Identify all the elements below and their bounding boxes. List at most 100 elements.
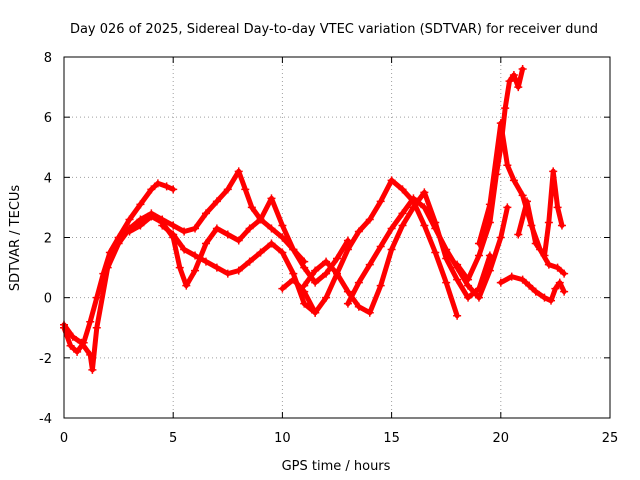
data-point (365, 215, 374, 224)
data-point (223, 269, 232, 278)
data-point (531, 239, 540, 248)
data-point (92, 293, 101, 302)
data-point (191, 224, 200, 233)
data-point (518, 65, 527, 74)
data-point (503, 203, 512, 212)
data-point (88, 365, 97, 374)
data-point (278, 221, 287, 230)
data-point (212, 263, 221, 272)
data-point (474, 293, 483, 302)
y-tick-label: 2 (44, 232, 52, 247)
data-point (354, 302, 363, 311)
data-point (365, 308, 374, 317)
data-point (162, 182, 171, 191)
data-point (547, 296, 556, 305)
data-point (278, 284, 287, 293)
data-point (289, 245, 298, 254)
data-point (509, 71, 518, 80)
data-point (267, 239, 276, 248)
data-point (245, 224, 254, 233)
data-point (333, 254, 341, 263)
data-point (267, 224, 276, 233)
data-point (525, 281, 534, 290)
data-point (453, 275, 462, 284)
data-point (523, 197, 532, 206)
data-point (551, 284, 560, 293)
data-point (180, 227, 189, 236)
data-point (333, 269, 341, 278)
data-point (92, 323, 101, 332)
data-point (560, 287, 569, 296)
data-point (147, 185, 156, 194)
data-point (175, 263, 184, 272)
data-point (125, 227, 134, 236)
data-point (300, 281, 309, 290)
data-point (496, 119, 505, 128)
data-point (540, 293, 549, 302)
data-point (387, 176, 396, 185)
data-point (201, 239, 210, 248)
data-point (278, 248, 287, 257)
data-point (322, 269, 331, 278)
data-point (501, 104, 510, 113)
data-point (343, 287, 352, 296)
data-point (544, 218, 553, 227)
data-point (509, 176, 518, 185)
data-point (409, 194, 418, 203)
data-point (464, 275, 473, 284)
y-tick-label: 4 (44, 171, 52, 186)
data-point (453, 311, 462, 320)
chart-title: Day 026 of 2025, Sidereal Day-to-day VTE… (70, 22, 598, 37)
data-point (158, 221, 167, 230)
data-point (311, 308, 320, 317)
data-point (68, 332, 77, 341)
series-group (60, 65, 569, 374)
data-point (518, 275, 527, 284)
y-tick-label: -4 (39, 412, 52, 427)
data-point (182, 281, 191, 290)
data-point (398, 209, 407, 218)
data-point (311, 266, 320, 275)
data-point (431, 248, 440, 257)
data-point (453, 260, 462, 269)
y-tick-label: 8 (44, 51, 52, 66)
data-point (278, 233, 287, 242)
data-point (322, 257, 331, 266)
data-point (365, 260, 374, 269)
data-point (376, 197, 385, 206)
data-point (474, 251, 483, 260)
data-point (212, 224, 221, 233)
data-point (169, 230, 178, 239)
data-point (518, 191, 527, 200)
data-point (531, 287, 540, 296)
data-point (267, 194, 276, 203)
data-point (77, 338, 86, 347)
series-line-6 (301, 189, 493, 316)
data-point (311, 278, 320, 287)
data-point (376, 281, 385, 290)
data-point (73, 347, 82, 356)
data-point (169, 185, 178, 194)
data-point (343, 245, 352, 254)
data-point (256, 215, 265, 224)
data-point (507, 272, 516, 281)
data-point (420, 188, 429, 197)
data-point (180, 245, 189, 254)
data-point (247, 203, 256, 212)
data-point (191, 266, 200, 275)
data-point (514, 83, 523, 92)
data-point (300, 299, 309, 308)
series-line-10 (498, 274, 567, 304)
x-tick-label: 0 (60, 431, 68, 446)
data-point (560, 269, 569, 278)
series-line-7 (345, 195, 510, 307)
data-point (322, 293, 331, 302)
x-tick-label: 5 (169, 431, 177, 446)
data-point (555, 278, 564, 287)
data-point (505, 77, 514, 86)
ticks: 0 5 10 15 20 25 -4 -2 0 2 4 6 8 (39, 51, 618, 446)
data-point (300, 263, 309, 272)
data-point (557, 221, 566, 230)
data-point (398, 185, 407, 194)
